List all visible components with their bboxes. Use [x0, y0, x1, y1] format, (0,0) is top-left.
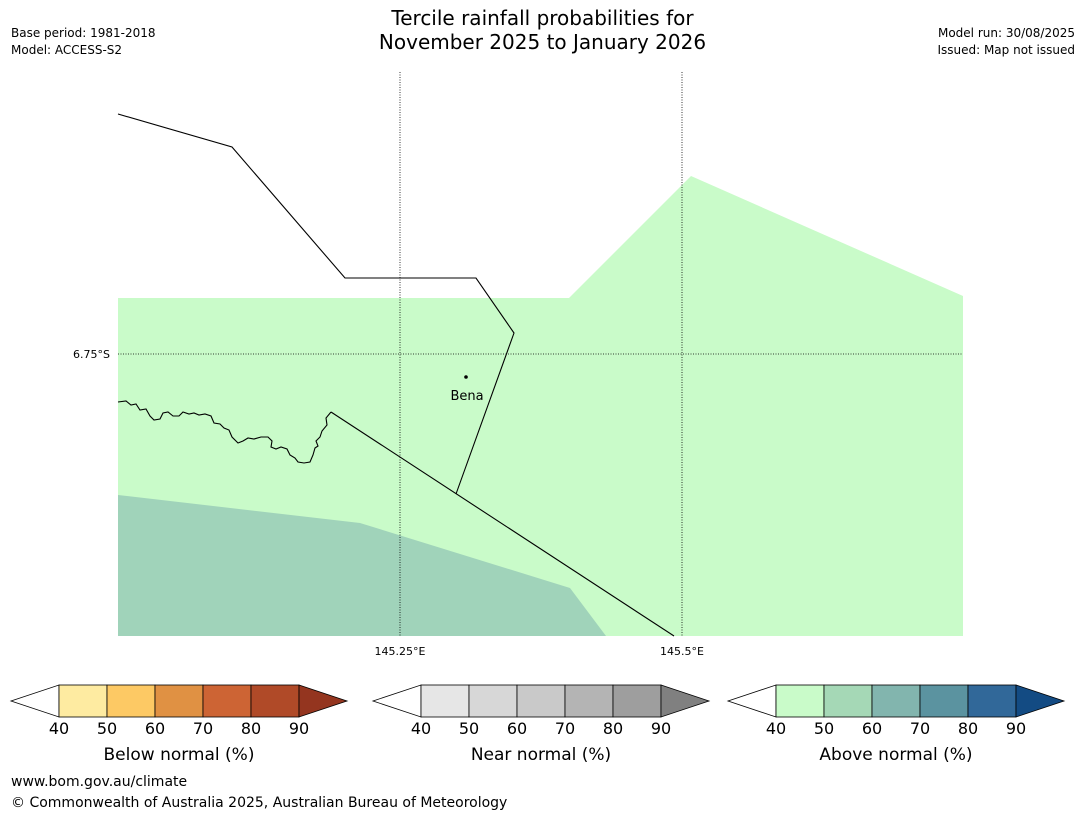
- tick-label: 70: [909, 719, 931, 738]
- tick-label: 90: [650, 719, 672, 738]
- legend-near-normal-labels: 40 50 60 70 80 90 Near normal (%): [373, 719, 713, 779]
- legend-swatch: [250, 684, 300, 718]
- longitude-label-145-5: 145.5°E: [660, 645, 704, 658]
- legend-swatch: [154, 684, 204, 718]
- legend-swatch: [823, 684, 873, 718]
- legend-near-normal: [371, 684, 711, 718]
- river-boundary: [117, 400, 332, 464]
- run-info: Model run: 30/08/2025 Issued: Map not is…: [937, 25, 1075, 59]
- model-text: Model: ACCESS-S2: [11, 43, 123, 57]
- legend-swatch: [564, 684, 614, 718]
- tick-label: 80: [240, 719, 262, 738]
- legend-swatch: [468, 684, 518, 718]
- legend-swatch-over: [660, 684, 711, 718]
- tick-label: 50: [458, 719, 480, 738]
- tick-label: 50: [813, 719, 835, 738]
- legend-title-below: Below normal (%): [103, 745, 255, 765]
- legend-swatch-over: [1015, 684, 1066, 718]
- boundary-line-south: [330, 411, 675, 637]
- legend-swatch-under: [726, 684, 777, 718]
- legend-swatch-over: [298, 684, 349, 718]
- title-line-1: Tercile rainfall probabilities for: [391, 6, 694, 30]
- tick-label: 40: [765, 719, 787, 738]
- legend-swatch: [516, 684, 566, 718]
- legend-swatch: [967, 684, 1017, 718]
- above-normal-50-60-region: [118, 495, 606, 636]
- tick-label: 90: [288, 719, 310, 738]
- legend-title-above: Above normal (%): [819, 745, 973, 765]
- map-title: Tercile rainfall probabilities for Novem…: [0, 6, 1085, 54]
- legend-swatch: [58, 684, 108, 718]
- title-line-2: November 2025 to January 2026: [378, 30, 707, 54]
- legend-swatch: [871, 684, 921, 718]
- tick-label: 70: [192, 719, 214, 738]
- legend-swatch: [775, 684, 825, 718]
- legend-swatch: [106, 684, 156, 718]
- legend-below-normal-labels: 40 50 60 70 80 90 Below normal (%): [11, 719, 351, 779]
- base-period-text: Base period: 1981-2018: [11, 26, 156, 40]
- boundary-line-north: [117, 113, 515, 495]
- tick-label: 40: [410, 719, 432, 738]
- legend-title-near: Near normal (%): [470, 745, 612, 765]
- legend-above-normal: [726, 684, 1066, 718]
- tick-label: 90: [1005, 719, 1027, 738]
- tick-label: 60: [506, 719, 528, 738]
- base-info: Base period: 1981-2018 Model: ACCESS-S2: [11, 25, 156, 59]
- tick-label: 80: [957, 719, 979, 738]
- footer-copyright: © Commonwealth of Australia 2025, Austra…: [11, 795, 508, 811]
- issued-text: Issued: Map not issued: [937, 43, 1075, 57]
- legend-below-normal: [9, 684, 349, 718]
- longitude-label-145-25: 145.25°E: [375, 645, 426, 658]
- legend-swatch: [420, 684, 470, 718]
- tick-label: 60: [144, 719, 166, 738]
- legend-swatch: [202, 684, 252, 718]
- model-run-text: Model run: 30/08/2025: [937, 26, 1075, 40]
- legend-swatch-under: [371, 684, 422, 718]
- legend-above-normal-labels: 40 50 60 70 80 90 Above normal (%): [728, 719, 1068, 779]
- tick-label: 40: [48, 719, 70, 738]
- tick-label: 70: [554, 719, 576, 738]
- legend-swatch-under: [9, 684, 60, 718]
- tick-label: 50: [96, 719, 118, 738]
- tick-label: 80: [602, 719, 624, 738]
- legend-swatch: [612, 684, 662, 718]
- bena-marker: [464, 375, 468, 379]
- bena-label: Bena: [450, 389, 483, 404]
- footer-url: www.bom.gov.au/climate: [11, 774, 188, 790]
- legend-swatch: [919, 684, 969, 718]
- latitude-label: 6.75°S: [73, 348, 110, 361]
- tick-label: 60: [861, 719, 883, 738]
